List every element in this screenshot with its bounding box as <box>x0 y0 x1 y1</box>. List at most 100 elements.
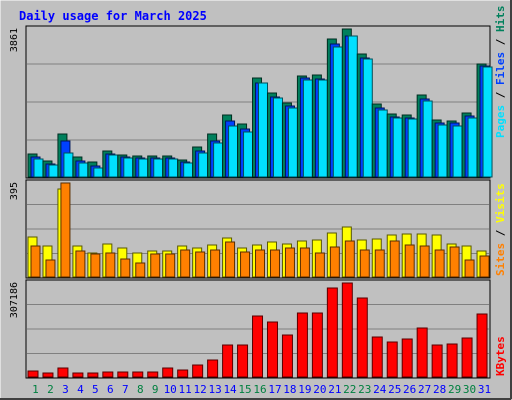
x-tick-label-22: 22 <box>343 383 356 396</box>
bar-kbytes-day-28 <box>431 344 443 378</box>
x-tick-label-2: 2 <box>47 383 54 396</box>
bar-kbytes-day-4 <box>72 372 84 378</box>
bar-pages-day-27 <box>422 100 433 178</box>
x-tick-label-5: 5 <box>92 383 99 396</box>
legend-item-kbytes: KBytes <box>494 336 507 376</box>
legend-item-files: Files <box>494 52 507 85</box>
bar-sites-day-25 <box>389 240 400 278</box>
x-tick-label-1: 1 <box>32 383 39 396</box>
bar-sites-day-7 <box>120 258 131 278</box>
bar-sites-day-9 <box>150 253 161 278</box>
bar-sites-day-31 <box>479 255 490 278</box>
bar-sites-day-19 <box>299 247 310 278</box>
bar-sites-day-23 <box>359 249 370 278</box>
bar-pages-day-20 <box>317 79 328 178</box>
x-tick-label-7: 7 <box>122 383 129 396</box>
x-tick-label-20: 20 <box>313 383 326 396</box>
bar-pages-day-13 <box>213 142 224 178</box>
x-tick-label-31: 31 <box>478 383 491 396</box>
x-tick-label-16: 16 <box>253 383 266 396</box>
bar-kbytes-day-30 <box>461 337 473 378</box>
legend-separator: / <box>494 85 507 105</box>
bar-kbytes-day-26 <box>401 338 413 378</box>
bar-sites-day-28 <box>434 249 445 278</box>
legend-item-sites: Sites <box>494 243 507 276</box>
x-tick-label-24: 24 <box>373 383 387 396</box>
bar-pages-day-19 <box>302 79 313 178</box>
bar-pages-day-10 <box>168 158 179 178</box>
bar-pages-day-1 <box>33 158 44 178</box>
bar-sites-day-2 <box>45 259 56 278</box>
bar-pages-day-23 <box>362 58 373 178</box>
bar-pages-day-3 <box>63 152 74 178</box>
bar-sites-day-15 <box>240 251 251 278</box>
bar-pages-day-6 <box>108 154 119 178</box>
bar-pages-day-29 <box>452 125 463 178</box>
bar-kbytes-day-7 <box>117 371 129 378</box>
x-tick-label-6: 6 <box>107 383 114 396</box>
bar-kbytes-day-25 <box>386 341 398 378</box>
bar-sites-day-18 <box>284 247 295 278</box>
bar-kbytes-day-18 <box>281 334 293 378</box>
bar-kbytes-day-31 <box>476 313 488 378</box>
bar-sites-day-29 <box>449 246 460 278</box>
x-tick-label-30: 30 <box>463 383 476 396</box>
bar-sites-day-11 <box>180 249 191 278</box>
bar-kbytes-day-15 <box>237 344 249 378</box>
bar-sites-day-6 <box>105 252 116 278</box>
bar-kbytes-day-27 <box>416 327 428 378</box>
bar-sites-day-26 <box>404 244 415 278</box>
bar-kbytes-day-21 <box>326 287 338 378</box>
bar-pages-day-30 <box>467 117 478 178</box>
bar-pages-day-17 <box>272 97 283 178</box>
bar-sites-day-24 <box>374 249 385 278</box>
x-tick-label-28: 28 <box>433 383 446 396</box>
bar-pages-day-26 <box>407 118 418 178</box>
bar-sites-day-8 <box>135 262 146 278</box>
bar-kbytes-day-19 <box>296 312 308 378</box>
bar-sites-day-3 <box>60 182 71 278</box>
bar-kbytes-day-14 <box>222 344 234 378</box>
bar-pages-day-5 <box>93 167 104 178</box>
legend-item-pages: Pages <box>494 105 507 138</box>
bar-kbytes-day-20 <box>311 312 323 378</box>
panel-mid: 395 <box>9 179 491 279</box>
x-tick-label-15: 15 <box>238 383 251 396</box>
bar-kbytes-day-24 <box>371 336 383 378</box>
legend-separator: / <box>494 32 507 52</box>
x-tick-label-25: 25 <box>388 383 401 396</box>
bar-pages-day-21 <box>332 46 343 178</box>
bar-pages-day-4 <box>78 162 89 178</box>
bar-kbytes-day-6 <box>102 371 114 378</box>
bar-sites-day-12 <box>195 251 206 278</box>
bar-pages-day-16 <box>258 82 269 178</box>
chart-panels: 3861 395 307186 <box>9 25 493 379</box>
legend-top: Pages / Files / Hits <box>494 6 507 139</box>
bar-kbytes-day-9 <box>147 371 159 378</box>
bar-sites-day-21 <box>329 246 340 278</box>
bar-sites-day-27 <box>419 245 430 278</box>
legend-mid: Sites / Visits <box>494 183 507 276</box>
legend-separator: / <box>494 223 507 243</box>
x-tick-label-4: 4 <box>77 383 84 396</box>
bar-pages-day-9 <box>153 158 164 178</box>
bar-kbytes-day-10 <box>162 367 174 378</box>
x-tick-label-13: 13 <box>208 383 221 396</box>
legend-bot: KBytes <box>494 336 507 376</box>
bar-pages-day-15 <box>243 131 254 178</box>
x-tick-label-27: 27 <box>418 383 431 396</box>
bar-pages-day-18 <box>287 107 298 178</box>
x-tick-label-17: 17 <box>268 383 281 396</box>
x-tick-label-26: 26 <box>403 383 416 396</box>
legend-item-visits: Visits <box>494 183 507 223</box>
x-tick-label-3: 3 <box>62 383 69 396</box>
bar-kbytes-day-23 <box>356 297 368 378</box>
bar-sites-day-4 <box>75 250 86 278</box>
bar-sites-day-14 <box>225 241 236 278</box>
x-tick-label-10: 10 <box>164 383 177 396</box>
bar-sites-day-13 <box>210 249 221 278</box>
bar-sites-day-17 <box>269 249 280 278</box>
chart-legends: Pages / Files / Hits Sites / Visits KBytes <box>494 6 507 377</box>
bar-kbytes-day-2 <box>42 372 54 378</box>
bar-sites-day-22 <box>344 240 355 278</box>
